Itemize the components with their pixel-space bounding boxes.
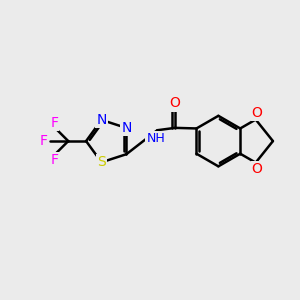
- Text: F: F: [40, 134, 48, 148]
- Text: NH: NH: [146, 132, 165, 145]
- Text: O: O: [252, 162, 262, 176]
- Text: O: O: [169, 97, 181, 110]
- Text: N: N: [121, 121, 132, 135]
- Text: N: N: [96, 113, 107, 127]
- Text: F: F: [50, 116, 58, 130]
- Text: O: O: [252, 106, 262, 120]
- Text: F: F: [50, 153, 58, 166]
- Text: S: S: [97, 155, 106, 169]
